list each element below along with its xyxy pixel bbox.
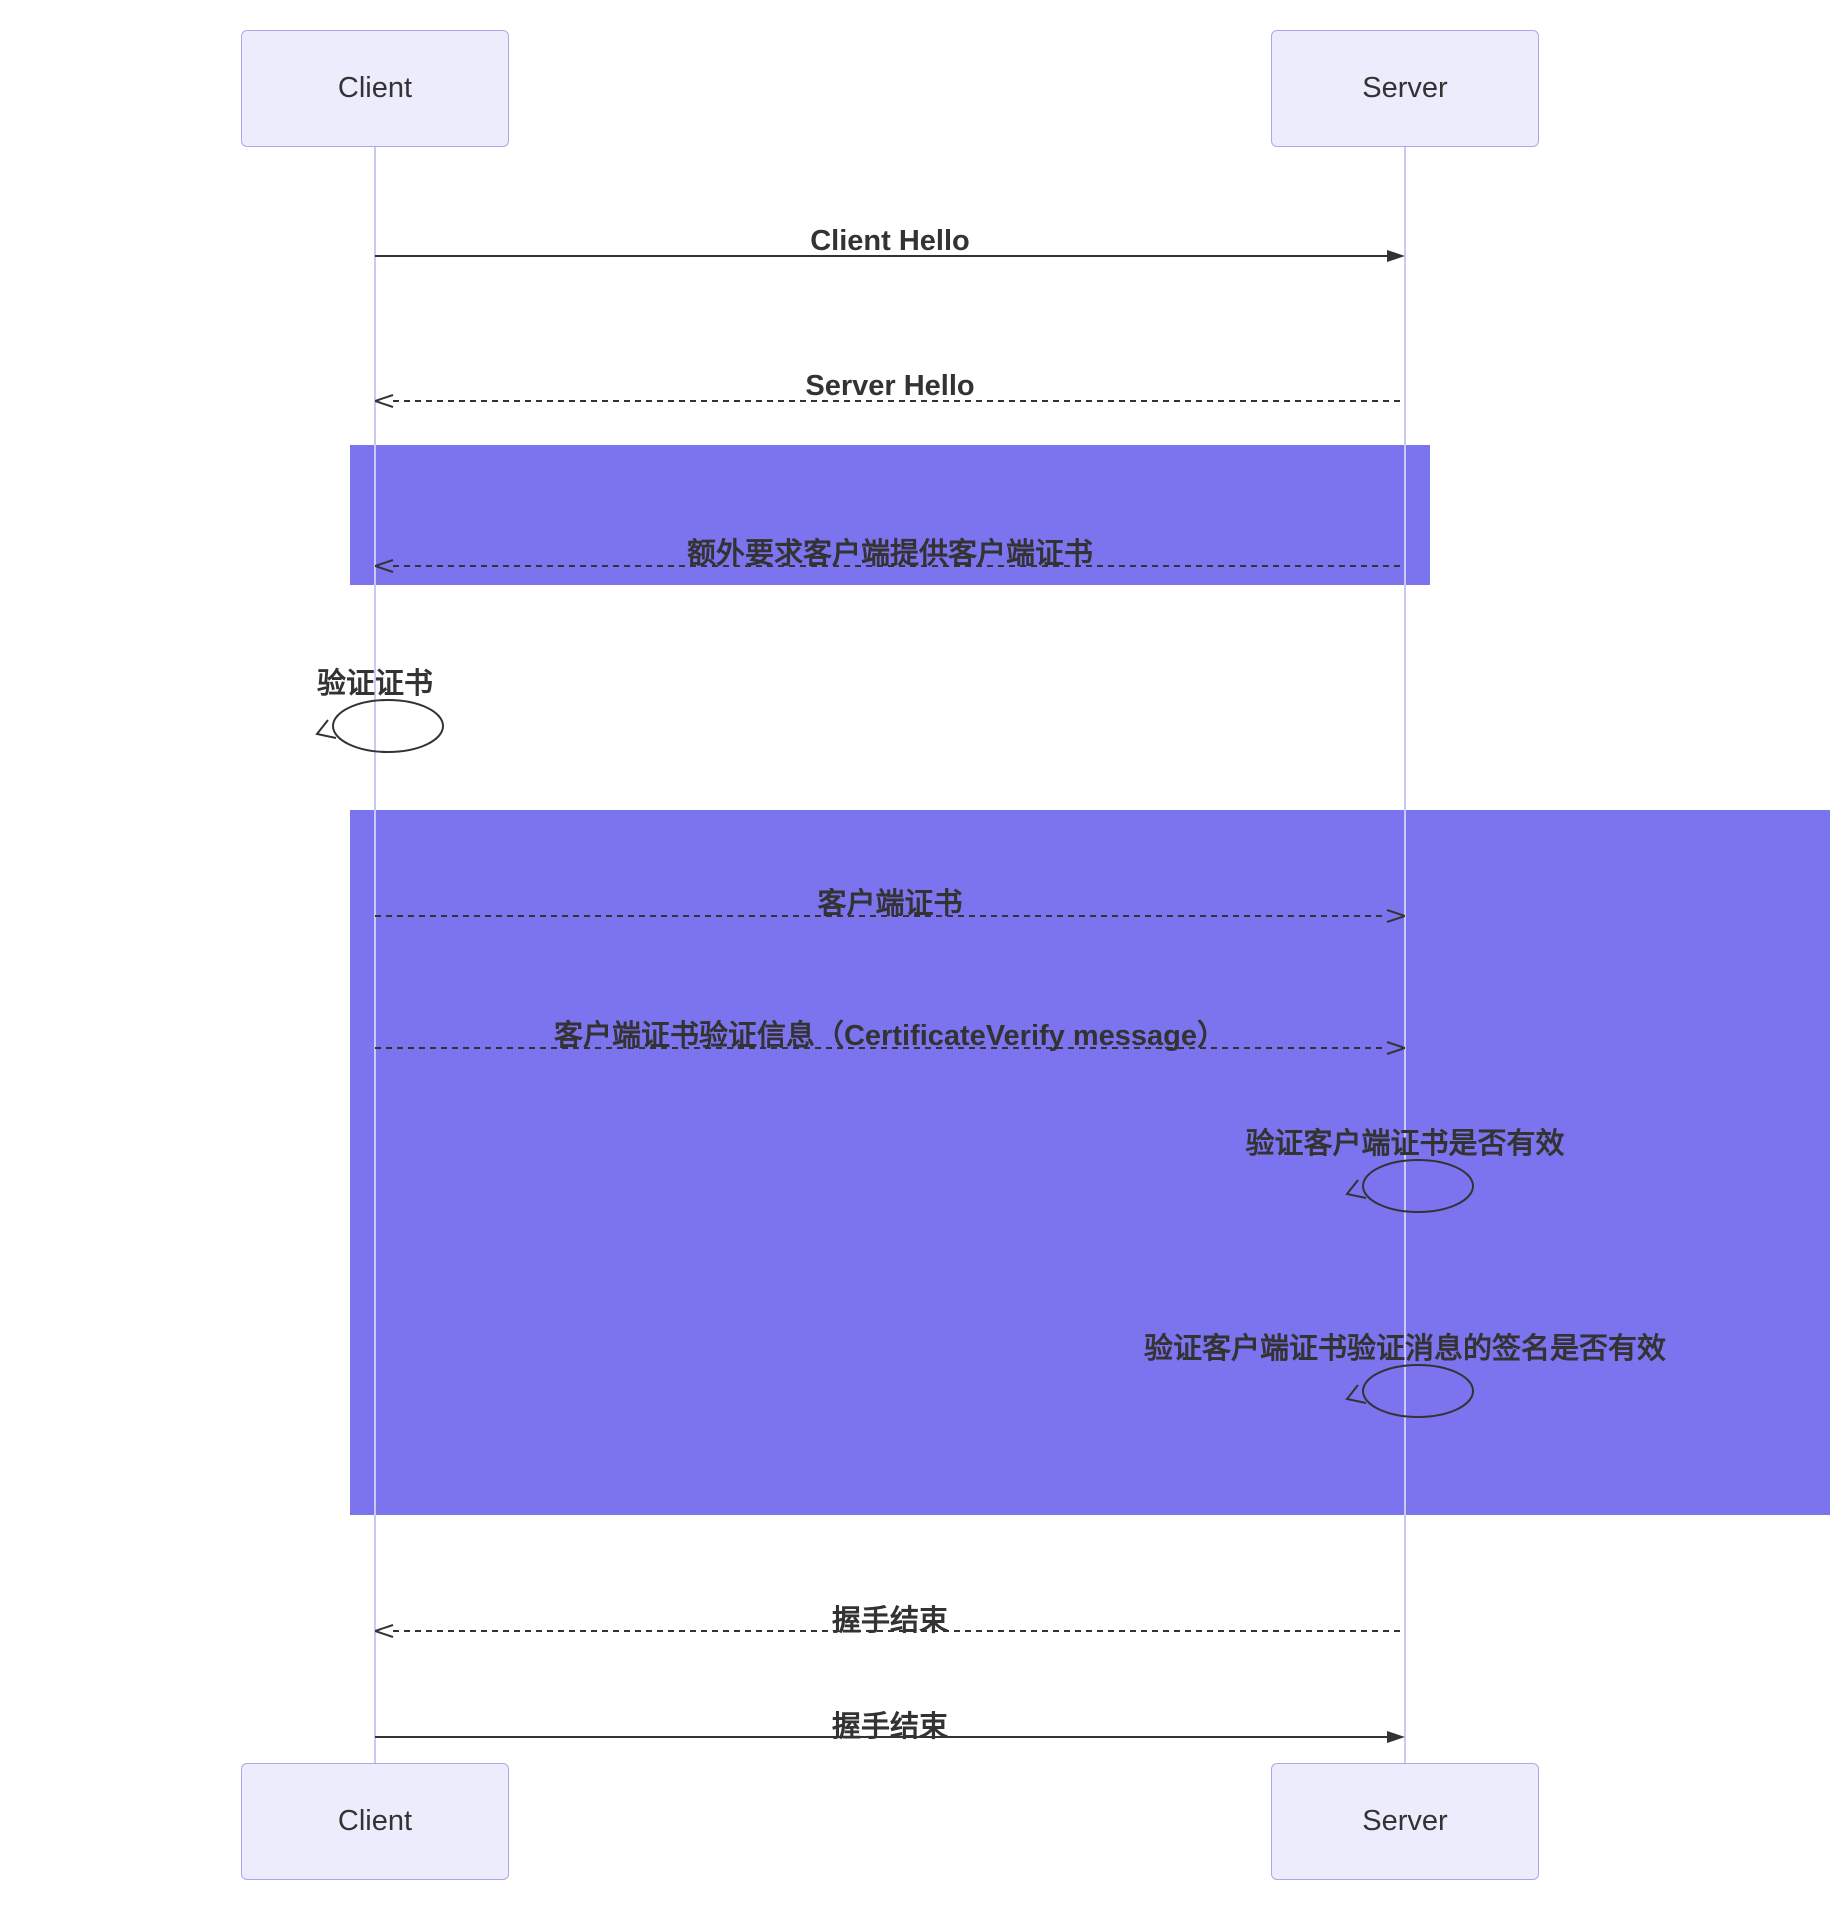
loop-label: 验证客户端证书是否有效 [1245,1120,1564,1162]
actor-server-top: Server [1271,30,1539,147]
sequence-diagram: Client Server Client Server Client Hello… [0,0,1845,1906]
arrow-solid-right [375,248,1405,264]
self-loop-client [310,698,450,773]
arrow-dash-left [375,1623,1405,1639]
self-loop-server-2 [1340,1363,1480,1438]
loop-label: 验证客户端证书验证消息的签名是否有效 [1144,1325,1666,1367]
loop-label: 验证证书 [317,660,433,702]
lifeline-client [374,147,376,1763]
actor-label: Client [338,72,412,105]
actor-label: Server [1362,1805,1447,1838]
arrow-solid-right [375,1729,1405,1745]
arrow-dash-right [375,1040,1405,1056]
self-loop-server-1 [1340,1158,1480,1233]
arrow-dash-left [375,558,1405,574]
actor-label: Client [338,1805,412,1838]
actor-client-bottom: Client [241,1763,509,1880]
actor-client-top: Client [241,30,509,147]
actor-server-bottom: Server [1271,1763,1539,1880]
arrow-dash-left [375,393,1405,409]
arrow-dash-right [375,908,1405,924]
lifeline-server [1404,147,1406,1763]
actor-label: Server [1362,72,1447,105]
